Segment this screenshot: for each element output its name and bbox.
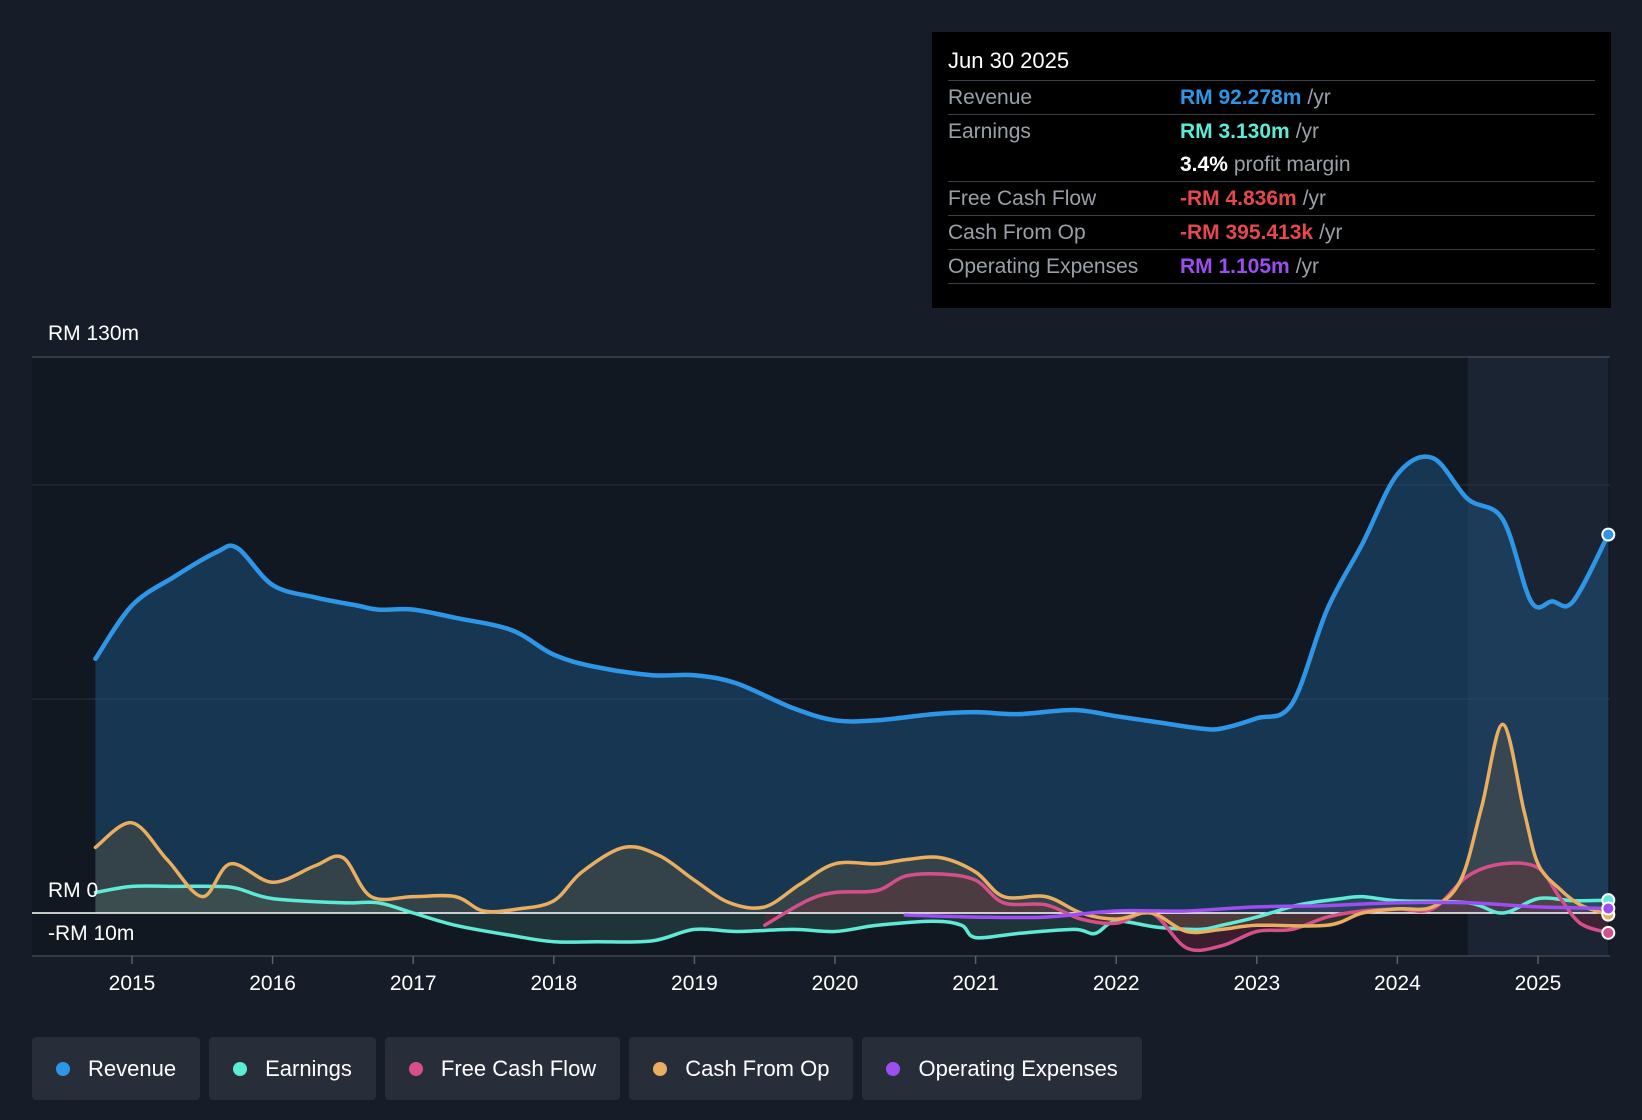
- tooltip-margin-text: profit margin: [1233, 152, 1351, 176]
- free-cash-flow-area: [764, 863, 1609, 951]
- tooltip-label: Revenue: [948, 85, 1033, 109]
- x-tick-label: 2025: [1515, 972, 1562, 995]
- tooltip-row-earnings: Earnings RM 3.130m /yr: [948, 114, 1595, 148]
- tooltip-unit: /yr: [1302, 186, 1327, 210]
- cash-from-op-dot-icon: [653, 1061, 668, 1076]
- operating-expenses-line: [903, 900, 1611, 920]
- x-tick-label: 2019: [671, 972, 718, 995]
- legend-item-revenue[interactable]: Revenue: [32, 1037, 201, 1100]
- x-tick-label: 2017: [390, 972, 437, 995]
- legend-item-free-cash-flow[interactable]: Free Cash Flow: [384, 1037, 621, 1100]
- tooltip-unit: /yr: [1295, 119, 1320, 143]
- tooltip-label: Cash From Op: [948, 220, 1086, 244]
- tooltip-value-revenue: RM 92.278m: [1180, 85, 1302, 109]
- revenue-end-point: [1601, 527, 1616, 542]
- plot-background: [32, 356, 1610, 956]
- y-axis-top-label: RM 130m: [48, 322, 139, 345]
- legend-label: Revenue: [88, 1055, 177, 1081]
- operating-expenses-end-point: [1601, 901, 1616, 916]
- x-tick-label: 2024: [1374, 972, 1421, 995]
- x-tick-label: 2023: [1233, 972, 1280, 995]
- tooltip-margin-value: 3.4%: [1180, 152, 1228, 176]
- tooltip-label: Free Cash Flow: [948, 186, 1097, 210]
- tooltip-label: Operating Expenses: [948, 254, 1139, 278]
- earnings-dot-icon: [233, 1061, 248, 1076]
- free-cash-flow-dot-icon: [408, 1061, 423, 1076]
- revenue-line: [93, 454, 1611, 732]
- legend-label: Operating Expenses: [918, 1055, 1118, 1081]
- tooltip-value-cfo: -RM 395.413k: [1180, 220, 1314, 244]
- legend-item-earnings[interactable]: Earnings: [209, 1037, 376, 1100]
- operating-expenses-dot-icon: [886, 1061, 901, 1076]
- legend-label: Free Cash Flow: [440, 1055, 597, 1081]
- x-tick-label: 2018: [530, 972, 577, 995]
- tooltip: Jun 30 2025 Revenue RM 92.278m /yr Earni…: [932, 32, 1611, 308]
- x-axis: 2015 2016 2017 2018 2019 2020 2021 2022 2023 2024…: [109, 956, 1562, 995]
- tooltip-row-margin: 3.4% profit margin: [948, 148, 1595, 181]
- legend-item-operating-expenses[interactable]: Operating Expenses: [862, 1037, 1142, 1100]
- legend-item-cash-from-op[interactable]: Cash From Op: [629, 1037, 854, 1100]
- legend: Revenue Earnings Free Cash Flow Cash Fro…: [32, 1037, 1142, 1100]
- legend-label: Earnings: [265, 1055, 352, 1081]
- y-axis-bottom-label: -RM 10m: [48, 922, 134, 945]
- end-markers: [1601, 527, 1616, 940]
- x-tick-label: 2021: [952, 972, 999, 995]
- tooltip-unit: /yr: [1295, 254, 1320, 278]
- tooltip-value-earnings: RM 3.130m: [1180, 119, 1290, 143]
- revenue-dot-icon: [56, 1061, 70, 1076]
- x-tick-label: 2015: [109, 972, 156, 995]
- tooltip-row-cfo: Cash From Op -RM 395.413k /yr: [948, 215, 1595, 249]
- tooltip-label: Earnings: [948, 119, 1031, 143]
- x-tick-label: 2022: [1093, 972, 1140, 995]
- free-cash-flow-line: [762, 861, 1611, 953]
- x-tick-label: 2020: [812, 972, 859, 995]
- legend-label: Cash From Op: [685, 1055, 830, 1081]
- tooltip-row-fcf: Free Cash Flow -RM 4.836m /yr: [948, 181, 1595, 215]
- revenue-area: [95, 456, 1609, 913]
- tooltip-row-revenue: Revenue RM 92.278m /yr: [948, 80, 1595, 114]
- cash-from-op-line: [93, 722, 1611, 935]
- y-axis-zero-label: RM 0: [48, 879, 98, 902]
- earnings-line: [93, 884, 1611, 944]
- tooltip-row-opex: Operating Expenses RM 1.105m /yr: [948, 249, 1595, 284]
- tooltip-value-fcf: -RM 4.836m: [1180, 186, 1297, 210]
- free-cash-flow-end-point: [1601, 925, 1616, 940]
- tooltip-value-opex: RM 1.105m: [1180, 254, 1290, 278]
- highlight-band: [1467, 356, 1609, 956]
- series-lines: [93, 454, 1611, 953]
- tooltip-unit: /yr: [1319, 220, 1343, 244]
- tooltip-unit: /yr: [1307, 85, 1331, 109]
- tooltip-date: Jun 30 2025: [948, 48, 1070, 73]
- x-tick-label: 2016: [249, 972, 296, 995]
